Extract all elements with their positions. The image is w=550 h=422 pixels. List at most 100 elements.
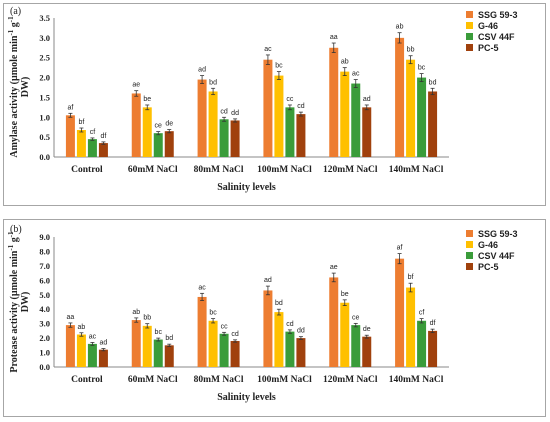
data-label: ab xyxy=(396,24,404,31)
bar xyxy=(131,320,141,367)
bar xyxy=(65,115,75,157)
bar xyxy=(131,93,141,157)
legend-swatch xyxy=(466,230,473,237)
category-label: Control xyxy=(71,165,103,175)
bar xyxy=(98,349,108,367)
data-label: bd xyxy=(209,79,217,86)
category-label: 60mM NaCl xyxy=(128,165,178,175)
category-label: 140mM NaCl xyxy=(389,165,444,175)
panel-label: (a) xyxy=(10,6,21,17)
data-label: dd xyxy=(297,328,305,335)
y-axis-title: Amylase activity (µmole min-1 g-1DW) xyxy=(7,16,31,158)
bar xyxy=(340,71,350,157)
data-label: ad xyxy=(363,96,371,103)
legend-entry: SSG 59-3 xyxy=(478,229,518,239)
bar xyxy=(395,37,405,157)
y-tick-label: 1.5 xyxy=(39,92,50,102)
bar xyxy=(65,325,75,367)
y-tick-label: 0.5 xyxy=(39,132,50,142)
bar xyxy=(153,339,163,367)
data-label: cd xyxy=(297,103,305,110)
y-axis-title: Protease activity (µmole min-1 g-1DW) xyxy=(7,231,31,373)
bar xyxy=(208,91,218,157)
data-label: ab xyxy=(132,309,140,316)
data-label: bb xyxy=(143,315,151,322)
category-label: 140mM NaCl xyxy=(389,375,444,385)
legend-swatch xyxy=(466,22,473,29)
bar xyxy=(417,77,427,157)
data-label: bf xyxy=(408,274,414,281)
bar xyxy=(142,107,152,157)
data-label: af xyxy=(67,104,73,111)
bar xyxy=(296,338,306,367)
data-label: bf xyxy=(78,119,84,126)
bar xyxy=(76,334,86,367)
bar xyxy=(406,287,416,367)
legend-swatch xyxy=(466,33,473,40)
bar xyxy=(329,277,339,367)
legend-entry: PC-5 xyxy=(478,262,499,272)
y-tick-label: 3.5 xyxy=(39,13,50,23)
legend-entry: G-46 xyxy=(478,240,498,250)
bar xyxy=(395,258,405,367)
data-label: df xyxy=(100,133,106,140)
bar xyxy=(230,120,240,157)
data-label: ac xyxy=(352,71,360,78)
bar xyxy=(164,345,174,367)
data-label: ce xyxy=(155,123,163,130)
category-label: 120mM NaCl xyxy=(323,375,378,385)
data-label: de xyxy=(363,326,371,333)
bar xyxy=(164,131,174,157)
y-tick-label: 9.0 xyxy=(39,232,50,242)
bar xyxy=(296,114,306,157)
data-label: ce xyxy=(352,314,360,321)
legend-entry: CSV 44F xyxy=(478,32,515,42)
data-label: bc xyxy=(418,65,426,72)
bar xyxy=(274,312,284,367)
category-label: 60mM NaCl xyxy=(128,375,178,385)
panel-label: (b) xyxy=(10,224,22,235)
bar xyxy=(285,107,295,157)
y-tick-label: 0.0 xyxy=(39,152,50,162)
y-tick-label: 6.0 xyxy=(39,275,50,285)
y-tick-label: 2.0 xyxy=(39,333,50,343)
bar xyxy=(274,75,284,157)
y-tick-label: 4.0 xyxy=(39,304,50,314)
category-label: 100mM NaCl xyxy=(257,165,312,175)
bar xyxy=(87,343,97,367)
data-label: ac xyxy=(264,46,272,53)
bar xyxy=(197,296,207,367)
data-label: be xyxy=(341,291,349,298)
data-label: cc xyxy=(221,323,229,330)
category-label: 120mM NaCl xyxy=(323,165,378,175)
y-tick-label: 1.0 xyxy=(39,348,50,358)
legend-entry: SSG 59-3 xyxy=(478,10,518,20)
data-label: ac xyxy=(89,333,97,340)
data-label: cf xyxy=(90,129,96,136)
legend-entry: PC-5 xyxy=(478,43,499,53)
data-label: bc xyxy=(275,63,283,70)
data-label: aa xyxy=(67,314,75,321)
data-label: bb xyxy=(407,47,415,54)
data-label: bd xyxy=(165,335,173,342)
legend-entry: CSV 44F xyxy=(478,251,515,261)
data-label: ad xyxy=(100,340,108,347)
data-label: af xyxy=(397,245,403,252)
data-label: ac xyxy=(198,284,206,291)
bar xyxy=(76,129,86,157)
data-label: bd xyxy=(429,79,437,86)
bar xyxy=(153,133,163,157)
bar xyxy=(285,331,295,367)
legend-swatch xyxy=(466,241,473,248)
y-tick-label: 0.0 xyxy=(39,362,50,372)
data-label: bc xyxy=(155,329,163,336)
y-tick-label: 3.0 xyxy=(39,33,50,43)
bar xyxy=(351,325,361,367)
legend-swatch xyxy=(466,263,473,270)
data-label: be xyxy=(143,96,151,103)
data-label: aa xyxy=(330,34,338,41)
bar xyxy=(428,330,438,367)
x-axis-title: Salinity levels xyxy=(217,392,276,403)
bar xyxy=(417,320,427,367)
